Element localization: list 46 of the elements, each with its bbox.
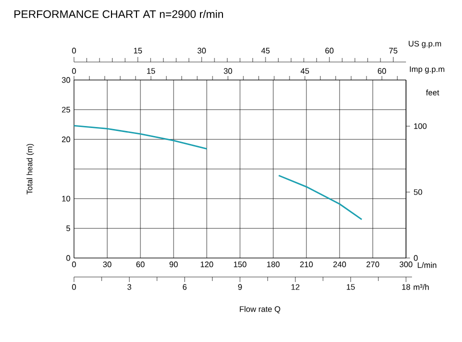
text: 3 <box>127 284 132 290</box>
y2-axis-title: feet <box>426 90 440 96</box>
y-tick-label: 30 <box>62 77 70 83</box>
text: L/min <box>418 262 436 268</box>
y2-tick-label: 50 <box>414 189 422 195</box>
x-tick-label: 90 <box>170 262 178 268</box>
text: m³/h <box>414 284 429 290</box>
y-tick-label: 25 <box>62 106 70 112</box>
text: 0 <box>72 68 76 74</box>
text: 15 <box>147 68 156 74</box>
x-tick-label: 0 <box>72 262 76 268</box>
x-tick-label: 30 <box>103 262 112 268</box>
x2-tick-label: 60 <box>325 48 334 54</box>
y-tick-label: 0 <box>66 255 70 261</box>
text: 0 <box>72 284 76 290</box>
x-tick-label: 180 <box>267 262 280 268</box>
y-tick-label: 5 <box>66 226 70 232</box>
x2-tick-label: 30 <box>198 48 206 54</box>
x-tick-label: 60 <box>136 262 145 268</box>
y-tick-label: 20 <box>62 136 70 142</box>
y-axis-title: Total head (m) <box>26 144 34 194</box>
x-tick-label: 210 <box>300 262 313 268</box>
x2-axis-title: US g.p.m <box>408 40 442 48</box>
x-tick-label: 300 <box>400 262 412 268</box>
text: 12 <box>292 284 300 290</box>
y-tick-label: 10 <box>62 196 70 202</box>
text: 9 <box>238 284 242 290</box>
y2-tick-label: 100 <box>414 123 427 129</box>
text: 18 <box>402 284 410 290</box>
chart-title: PERFORMANCE CHART AT n=2900 r/min <box>14 10 223 18</box>
x2-tick-label: 15 <box>134 48 142 54</box>
text: Imp g.p.m <box>410 66 444 74</box>
x-tick-label: 150 <box>234 262 246 268</box>
text: 45 <box>300 68 310 74</box>
x-tick-label: 270 <box>366 262 380 268</box>
x-tick-label: 120 <box>200 262 214 268</box>
text: 30 <box>224 68 232 74</box>
text: 6 <box>182 284 187 290</box>
x-tick-label: 240 <box>333 262 346 268</box>
x2-tick-label: 45 <box>261 48 270 54</box>
y2-tick-label: 0 <box>414 255 418 261</box>
text: 60 <box>378 68 386 74</box>
x2-tick-label: 0 <box>72 48 76 54</box>
text: 15 <box>346 284 355 290</box>
x2-tick-label: 75 <box>389 48 398 54</box>
x-axis-title: Flow rate Q <box>240 306 280 314</box>
